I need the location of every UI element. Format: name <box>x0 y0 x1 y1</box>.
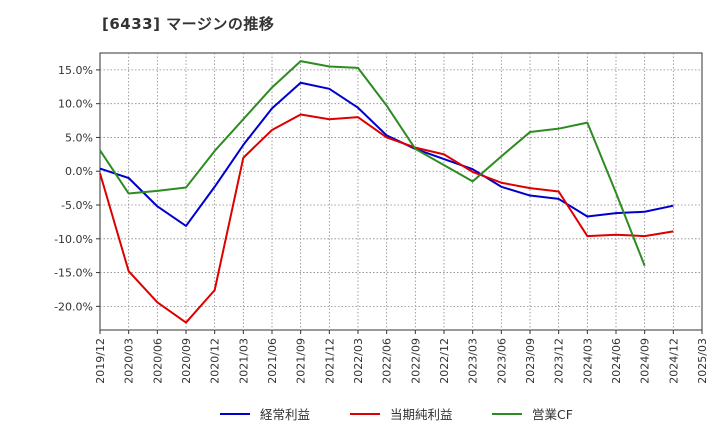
series-lines <box>99 60 674 324</box>
x-tick-label: 2023/09 <box>524 338 537 384</box>
x-axis: 2019/12 2020/03 2020/06 2020/09 2020/12 2021/… <box>94 330 709 384</box>
x-tick-label: 2024/06 <box>610 338 623 384</box>
x-tick-label: 2024/09 <box>639 338 652 384</box>
x-tick-label: 2021/03 <box>237 338 250 384</box>
x-tick-label: 2023/03 <box>467 338 480 384</box>
legend-label: 営業CF <box>532 407 573 422</box>
x-tick-label: 2023/06 <box>495 338 508 384</box>
y-tick-label: 5.0% <box>65 131 93 144</box>
y-tick-label: -15.0% <box>54 267 93 280</box>
x-tick-label: 2022/12 <box>438 338 451 384</box>
x-tick-label: 2023/12 <box>553 338 566 384</box>
y-tick-label: 0.0% <box>65 165 93 178</box>
x-tick-label: 2024/03 <box>581 338 594 384</box>
y-axis: -20.0% -15.0% -10.0% -5.0% 0.0% 5.0% 10.0% 15.0… <box>54 64 100 313</box>
y-tick-label: 10.0% <box>58 98 93 111</box>
plot-background <box>99 52 703 331</box>
chart-title: [6433] マージンの推移 <box>102 15 275 33</box>
y-tick-label: -5.0% <box>61 199 93 212</box>
grid <box>100 53 702 330</box>
x-tick-label: 2021/12 <box>323 338 336 384</box>
series-line-当期純利益 <box>99 113 674 324</box>
x-tick-label: 2022/03 <box>352 338 365 384</box>
x-tick-label: 2020/06 <box>151 338 164 384</box>
x-tick-label: 2025/03 <box>696 338 709 384</box>
x-tick-label: 2024/12 <box>667 338 680 384</box>
x-tick-label: 2020/09 <box>180 338 193 384</box>
x-tick-label: 2021/06 <box>266 338 279 384</box>
x-tick-label: 2020/03 <box>123 338 136 384</box>
x-tick-label: 2022/09 <box>409 338 422 384</box>
x-tick-label: 2019/12 <box>94 338 107 384</box>
y-tick-label: -20.0% <box>54 300 93 313</box>
y-tick-label: -10.0% <box>54 233 93 246</box>
series-line-経常利益 <box>99 81 674 227</box>
y-tick-label: 15.0% <box>58 64 93 77</box>
series-line-営業CF <box>99 60 646 267</box>
legend-label: 当期純利益 <box>390 407 453 422</box>
x-tick-label: 2020/12 <box>209 338 222 384</box>
legend-label: 経常利益 <box>260 407 310 422</box>
legend: 経常利益 当期純利益 営業CF <box>220 407 573 422</box>
x-tick-label: 2022/06 <box>381 338 394 384</box>
x-tick-label: 2021/09 <box>295 338 308 384</box>
